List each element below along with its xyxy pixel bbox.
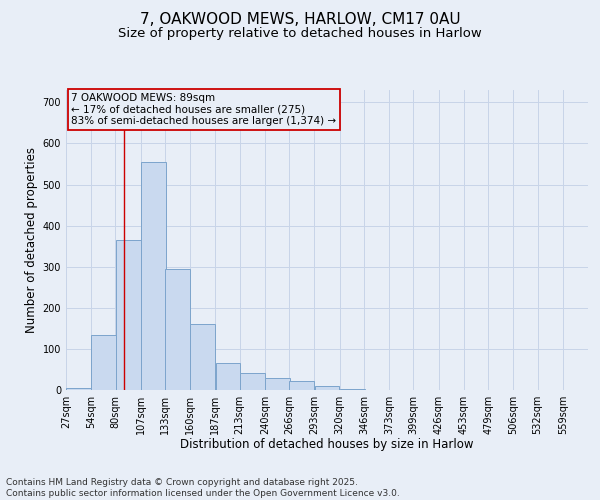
Text: 7 OAKWOOD MEWS: 89sqm
← 17% of detached houses are smaller (275)
83% of semi-det: 7 OAKWOOD MEWS: 89sqm ← 17% of detached … <box>71 93 337 126</box>
Bar <box>289 381 314 390</box>
Bar <box>265 378 290 390</box>
Bar <box>215 364 241 390</box>
Text: Contains HM Land Registry data © Crown copyright and database right 2025.
Contai: Contains HM Land Registry data © Crown c… <box>6 478 400 498</box>
Y-axis label: Number of detached properties: Number of detached properties <box>25 147 38 333</box>
Bar <box>66 388 91 390</box>
Bar <box>190 324 215 390</box>
Bar <box>91 334 116 390</box>
Bar <box>340 389 365 390</box>
Bar <box>314 386 340 390</box>
Text: 7, OAKWOOD MEWS, HARLOW, CM17 0AU: 7, OAKWOOD MEWS, HARLOW, CM17 0AU <box>140 12 460 28</box>
Text: Size of property relative to detached houses in Harlow: Size of property relative to detached ho… <box>118 28 482 40</box>
Bar <box>240 372 265 390</box>
Bar <box>165 269 190 390</box>
X-axis label: Distribution of detached houses by size in Harlow: Distribution of detached houses by size … <box>180 438 474 452</box>
Bar <box>141 162 166 390</box>
Bar <box>116 240 140 390</box>
